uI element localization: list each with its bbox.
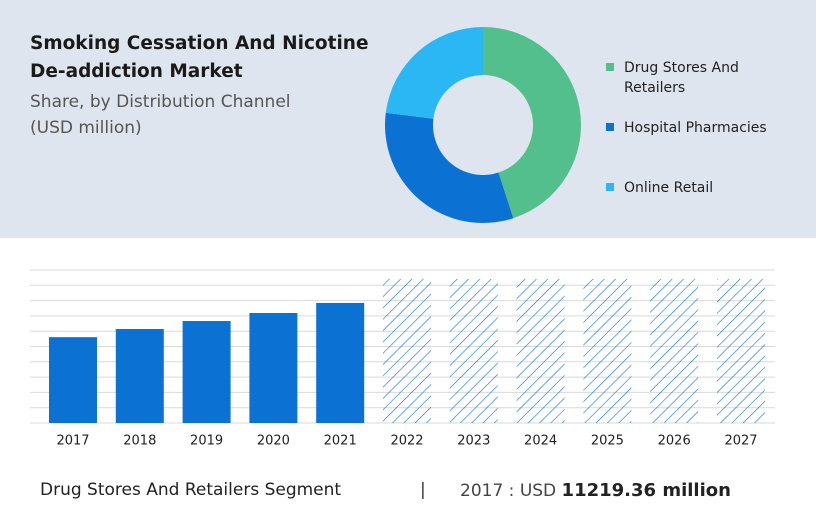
legend-swatch (606, 183, 614, 191)
donut-segment (483, 27, 581, 219)
x-tick-label: 2017 (56, 434, 89, 449)
bar (49, 337, 97, 423)
footer-separator: | (420, 480, 426, 500)
donut-segment (385, 27, 483, 119)
x-tick-label: 2020 (257, 434, 290, 449)
legend-swatch (606, 63, 614, 71)
forecast-bar (449, 279, 498, 423)
forecast-bar (717, 279, 765, 423)
forecast-bar (516, 279, 565, 423)
x-tick-label: 2027 (724, 434, 757, 449)
bar (182, 321, 231, 423)
legend-label: Hospital Pharmacies (624, 120, 767, 136)
footer-segment: Drug Stores And Retailers Segment (40, 480, 342, 500)
x-tick-label: 2022 (390, 434, 423, 449)
x-tick-label: 2019 (190, 434, 223, 449)
legend-label: Online Retail (624, 180, 714, 196)
unit-label: (USD million) (30, 118, 142, 138)
footer-stat: 2017 : USD 11219.36 million (460, 480, 731, 501)
legend-swatch (606, 123, 614, 131)
x-tick-label: 2021 (324, 434, 357, 449)
footer-currency: USD (519, 481, 557, 501)
donut-chart (384, 27, 581, 223)
donut-segment (384, 112, 514, 223)
forecast-bar (583, 279, 632, 423)
forecast-bar (650, 279, 699, 423)
bar-chart: 2017 2018 2019 2020 2021 2022 2023 2024 2025 2026… (30, 269, 775, 449)
bar (316, 302, 365, 423)
chart-title: Smoking Cessation And Nicotine De-addict… (30, 33, 369, 82)
legend-label: Drug Stores And Retailers (624, 60, 739, 96)
forecast-bar (383, 279, 431, 423)
bar (115, 328, 164, 423)
chart-subtitle: Share, by Distribution Channel (30, 92, 291, 112)
x-tick-label: 2023 (457, 434, 490, 449)
x-tick-label: 2024 (524, 434, 557, 449)
bar (249, 312, 298, 423)
x-tick-label: 2026 (658, 434, 691, 449)
footer-year: 2017 (460, 481, 504, 501)
x-tick-label: 2025 (591, 434, 624, 449)
footer-value: 11219.36 million (561, 480, 731, 501)
x-tick-label: 2018 (123, 434, 156, 449)
